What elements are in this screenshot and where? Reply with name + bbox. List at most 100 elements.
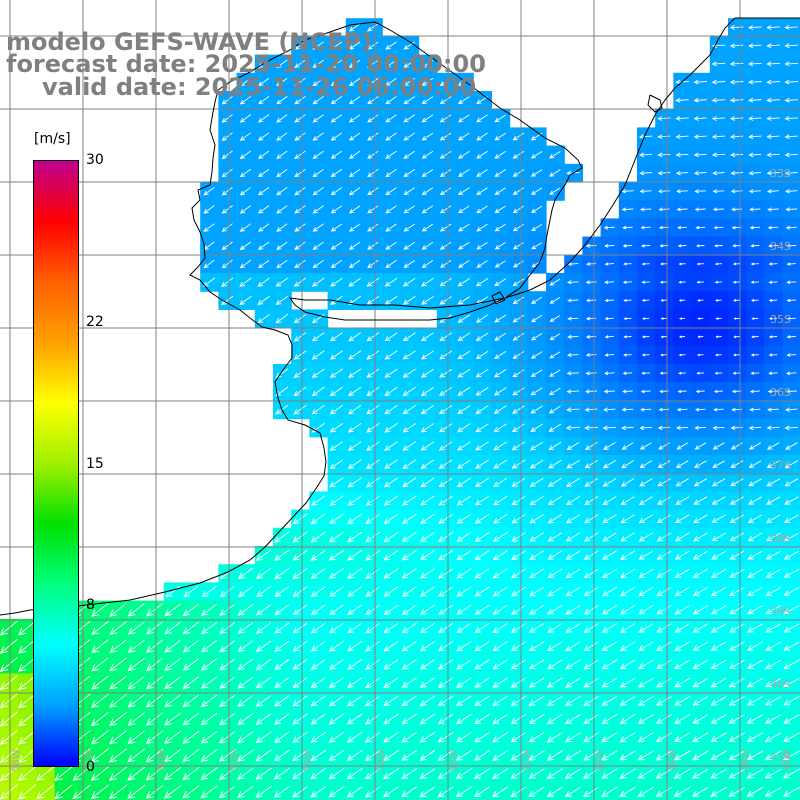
wind-arrow — [765, 677, 782, 688]
wind-arrow — [218, 749, 236, 762]
wind-arrow — [510, 713, 527, 725]
wind-arrow — [529, 441, 544, 451]
wind-arrow — [402, 386, 416, 396]
longitude-label: 55W — [230, 749, 241, 772]
wind-arrow — [530, 205, 543, 214]
wind-arrow — [330, 277, 343, 287]
wind-arrow — [567, 280, 579, 285]
wind-arrow — [529, 477, 544, 487]
wind-arrow — [219, 694, 236, 707]
wind-arrow — [492, 750, 509, 761]
wind-arrow — [549, 187, 561, 195]
wind-arrow — [494, 350, 507, 360]
wind-arrow — [273, 749, 290, 762]
wind-arrow — [292, 604, 308, 616]
wind-arrow — [751, 317, 759, 321]
wind-arrow — [530, 387, 543, 396]
wind-arrow — [530, 405, 543, 414]
wind-arrow — [492, 586, 508, 597]
wind-arrow — [547, 550, 563, 560]
wind-arrow — [365, 549, 381, 561]
wind-arrow — [457, 150, 470, 159]
wind-arrow — [642, 317, 650, 321]
wind-arrow — [784, 496, 799, 505]
wind-arrow — [783, 532, 799, 542]
wind-arrow — [257, 77, 270, 87]
wind-arrow — [528, 641, 545, 652]
wind-arrow — [221, 186, 233, 196]
wind-arrow — [439, 78, 452, 86]
wind-arrow — [546, 677, 563, 688]
wind-arrow — [91, 639, 109, 654]
wind-arrow — [91, 621, 109, 635]
wind-arrow — [714, 244, 723, 248]
wind-arrow — [694, 170, 707, 176]
wind-arrow — [384, 296, 398, 305]
wind-arrow — [364, 713, 381, 725]
wind-arrow — [348, 168, 361, 178]
wind-arrow — [457, 169, 470, 177]
wind-arrow — [330, 41, 343, 50]
valid-date-title: valid date: 2025-11-26 06:00:00 — [42, 73, 477, 101]
wind-arrow — [438, 586, 454, 597]
wind-arrow — [493, 423, 507, 433]
wind-arrow — [457, 332, 471, 342]
wind-arrow — [109, 602, 127, 617]
wind-arrow — [421, 277, 434, 287]
wind-arrow — [439, 332, 452, 342]
wind-arrow — [621, 189, 634, 194]
wind-arrow — [474, 586, 490, 597]
wind-arrow — [348, 368, 362, 378]
wind-arrow — [528, 677, 545, 688]
wind-arrow — [712, 442, 725, 450]
wind-arrow — [364, 749, 381, 761]
wind-arrow — [348, 350, 362, 360]
wind-arrow — [292, 567, 308, 579]
wind-arrow — [693, 532, 708, 542]
wind-arrow — [729, 587, 745, 597]
coastline — [0, 17, 800, 616]
wind-arrow — [729, 514, 745, 523]
wind-arrow — [692, 677, 709, 688]
wind-arrow — [91, 602, 109, 617]
wind-arrow — [695, 389, 705, 394]
wind-arrow — [348, 332, 362, 342]
wind-arrow — [675, 496, 690, 505]
wind-arrow — [401, 659, 417, 670]
wind-arrow — [492, 641, 508, 652]
wind-arrow — [257, 150, 270, 159]
wind-arrow — [692, 568, 708, 578]
wind-arrow — [383, 531, 399, 543]
wind-arrow — [546, 659, 563, 670]
wind-arrow — [164, 676, 182, 690]
wind-arrow — [109, 675, 127, 690]
wind-arrow — [421, 150, 434, 159]
wind-arrow — [733, 317, 740, 320]
wind-arrow — [546, 695, 563, 706]
wind-arrow — [403, 132, 416, 141]
wind-arrow — [330, 132, 343, 141]
island-outline — [491, 291, 506, 305]
wind-arrow — [765, 696, 782, 706]
wind-arrow — [492, 659, 508, 670]
wind-arrow — [109, 748, 128, 763]
wind-arrow — [623, 353, 632, 357]
wind-arrow — [639, 478, 653, 487]
wind-arrow — [456, 622, 472, 634]
wind-arrow — [675, 478, 689, 487]
longitude-label: 52W — [449, 749, 460, 772]
wind-arrow — [692, 732, 709, 743]
wind-arrow — [476, 150, 488, 159]
wind-arrow — [328, 531, 345, 543]
wind-arrow — [747, 550, 763, 560]
wind-arrow — [439, 350, 453, 360]
wind-arrow — [728, 768, 746, 779]
wind-arrow — [746, 714, 764, 724]
wind-arrow — [402, 404, 416, 415]
wind-arrow — [274, 549, 290, 561]
wind-arrow — [348, 205, 361, 214]
wind-arrow — [311, 314, 325, 324]
wind-arrow — [257, 205, 270, 214]
wind-arrow — [255, 767, 272, 780]
wind-arrow — [783, 732, 800, 742]
